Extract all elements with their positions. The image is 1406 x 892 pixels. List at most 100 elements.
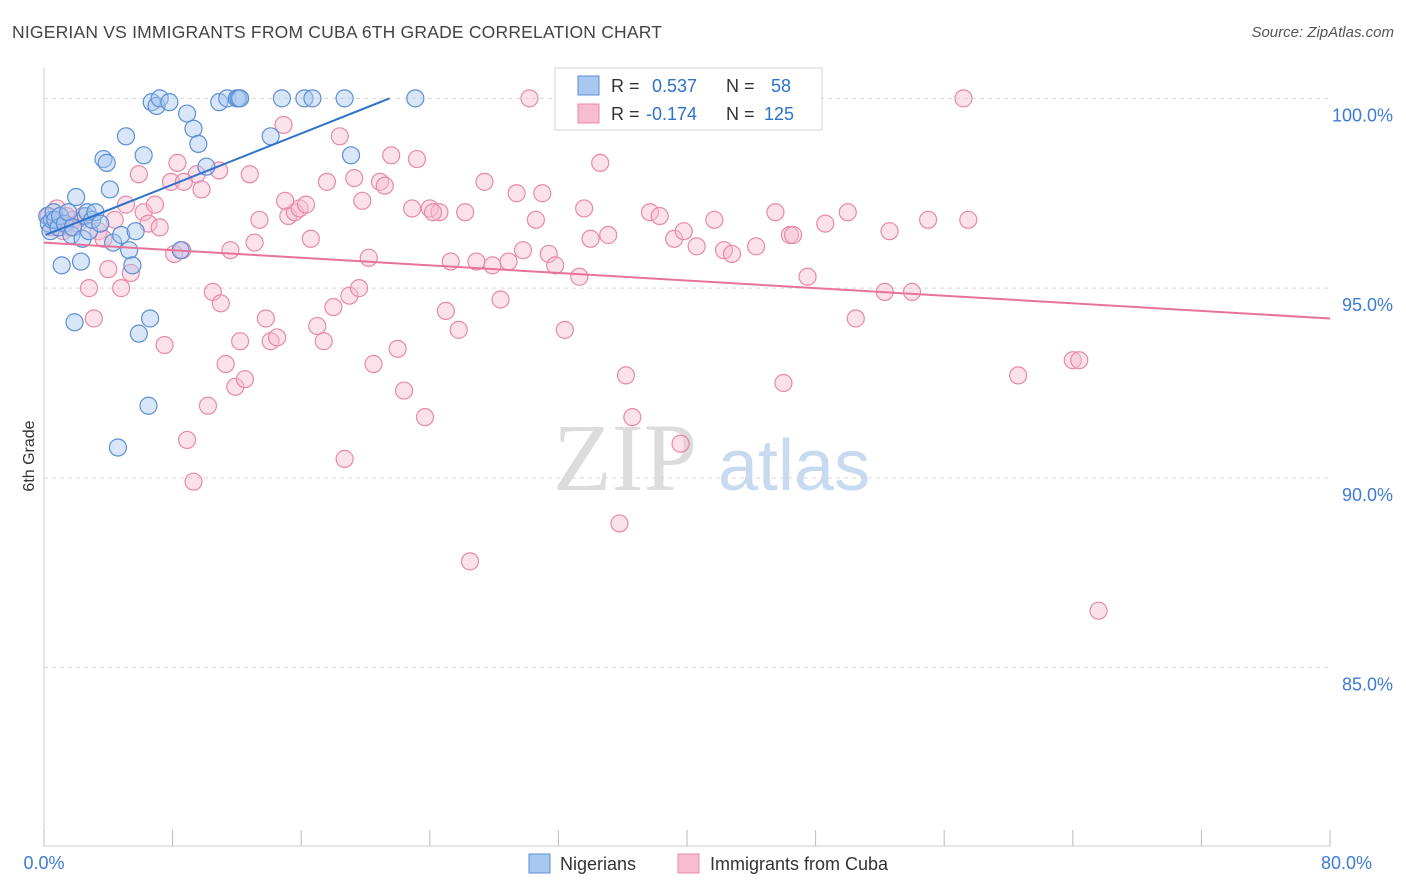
cuba-point [798, 267, 817, 286]
cuba-point [902, 282, 922, 302]
cuba-point [403, 199, 422, 218]
cuba-points [39, 89, 1108, 620]
cuba-point [581, 229, 600, 248]
cuba-point [155, 335, 174, 355]
nigerian-point [341, 146, 361, 165]
cuba-point [335, 449, 354, 468]
r-label: R = [611, 76, 640, 96]
y-axis-label: 6th Grade [21, 420, 38, 491]
nigerian-point [73, 229, 92, 248]
cuba-point [226, 377, 245, 396]
y-tick-label: 90.0% [1342, 485, 1393, 505]
cuba-point [507, 184, 526, 203]
nigerian-point [150, 89, 169, 108]
x-axis-ticks [43, 830, 1331, 846]
cuba-point [94, 229, 113, 248]
cuba-point [216, 354, 235, 374]
y-tick-label: 85.0% [1342, 675, 1393, 695]
cuba-point [231, 332, 250, 351]
series-legend: Nigerians Immigrants from Cuba [528, 853, 889, 874]
nigerian-point [123, 256, 142, 275]
cuba-point [526, 210, 545, 229]
cuba-point [245, 233, 264, 252]
r-label: R = [611, 104, 640, 124]
source-label: Source: ZipAtlas.com [1251, 24, 1394, 41]
cuba-point [520, 89, 539, 108]
n-label: N = [726, 76, 755, 96]
cuba-point [499, 252, 518, 271]
cuba-point [436, 301, 455, 320]
cuba-point [79, 279, 99, 298]
cuba-point [539, 244, 558, 264]
nigerian-point [52, 256, 71, 275]
cuba-point [84, 309, 103, 328]
cuba-point [198, 396, 218, 415]
n-label: N = [726, 104, 755, 124]
cuba-point [460, 552, 480, 571]
cuba-point [1070, 351, 1089, 370]
nigerian-trend-line [45, 97, 390, 236]
nigerian-point [67, 187, 86, 207]
nigerian-point [120, 241, 139, 260]
cuba-point [221, 241, 240, 260]
cuba-point [105, 210, 124, 229]
cuba-point [267, 328, 287, 347]
blue-swatch [577, 75, 600, 96]
cuba-point [256, 309, 275, 328]
cuba-point [388, 339, 407, 358]
x-tick-label-min: 0.0% [23, 853, 64, 873]
cuba-point [430, 203, 449, 222]
nigerian-point [272, 89, 292, 108]
nigerian-point [100, 180, 120, 199]
cuba-point [359, 248, 378, 267]
nigerian-point [335, 89, 354, 108]
cuba-point [475, 172, 494, 191]
cuba-point [570, 267, 589, 286]
nigerian-point [97, 153, 116, 172]
cuba-point [250, 210, 269, 229]
nigerian-point [406, 89, 425, 108]
cuba-trend-line [43, 241, 1331, 320]
nigerian-points [38, 89, 425, 457]
cuba-point [349, 279, 369, 298]
cuba-point [423, 203, 443, 222]
cuba-point [546, 256, 565, 275]
cuba-point [150, 218, 169, 237]
cuba-point [816, 214, 835, 233]
cuba-point [919, 210, 938, 229]
cuba-point [533, 184, 552, 203]
cuba-point [382, 146, 401, 165]
nigerian-point [126, 222, 145, 241]
cuba-point [177, 430, 197, 450]
cuba-point [407, 149, 427, 169]
cuba-point [184, 472, 203, 491]
y-tick-label: 95.0% [1342, 295, 1393, 315]
cuba-point [456, 203, 475, 222]
y-tick-labels: 100.0% 95.0% 90.0% 85.0% [1332, 105, 1393, 694]
legend-label-nigerians: Nigerians [560, 854, 636, 874]
nigerian-point [160, 93, 179, 112]
nigerian-point [231, 89, 250, 108]
nigerian-point [91, 214, 110, 233]
cuba-point [687, 237, 706, 256]
nigerian-point [197, 157, 216, 176]
cuba-point [353, 191, 372, 210]
cuba-point [483, 256, 502, 275]
cuba-point [324, 297, 343, 317]
legend-label-cuba: Immigrants from Cuba [710, 854, 889, 874]
cuba-point [640, 203, 660, 222]
cuba-point [880, 222, 899, 241]
nigerian-point [116, 127, 136, 146]
cuba-point [513, 241, 533, 260]
cuba-point [665, 229, 684, 248]
cuba-point [99, 260, 118, 279]
nigerian-point [65, 313, 84, 332]
cuba-point [375, 176, 394, 195]
nigerian-point [184, 119, 203, 138]
cuba-point [415, 408, 435, 427]
cuba-point [276, 191, 295, 210]
stats-legend: R = 0.537 N = 58 R = -0.174 N = 125 [554, 67, 823, 131]
cuba-point [555, 320, 574, 339]
cuba-point [623, 408, 642, 427]
cuba-point [575, 199, 594, 218]
